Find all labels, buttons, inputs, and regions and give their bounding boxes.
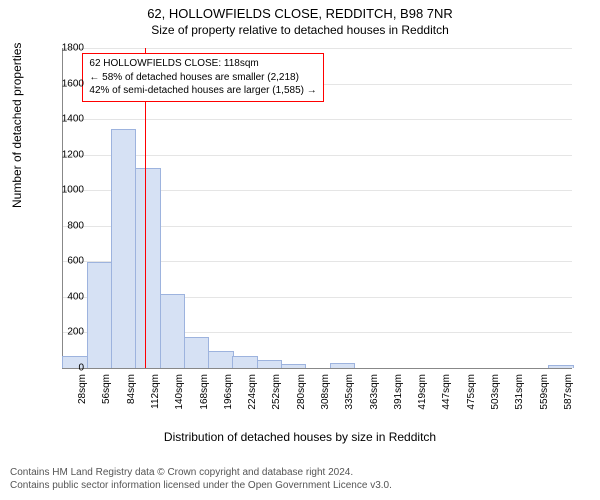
- histogram-bar: [184, 337, 209, 368]
- y-tick-label: 0: [44, 363, 84, 374]
- x-tick-label: 56sqm: [101, 374, 112, 404]
- y-tick-label: 600: [44, 256, 84, 267]
- y-tick-label: 400: [44, 291, 84, 302]
- histogram-bar: [87, 262, 112, 368]
- x-tick-label: 335sqm: [344, 374, 355, 410]
- y-axis-label: Number of detached properties: [10, 43, 24, 208]
- annotation-box: 62 HOLLOWFIELDS CLOSE: 118sqm← 58% of de…: [82, 53, 323, 102]
- histogram-bar: [548, 365, 573, 368]
- grid-line: [62, 155, 572, 156]
- annotation-line: ← 58% of detached houses are smaller (2,…: [89, 71, 316, 85]
- grid-line: [62, 48, 572, 49]
- y-tick-label: 1200: [44, 149, 84, 160]
- x-tick-label: 475sqm: [466, 374, 477, 410]
- x-tick-label: 419sqm: [417, 374, 428, 410]
- x-tick-label: 224sqm: [247, 374, 258, 410]
- y-tick-label: 1600: [44, 78, 84, 89]
- page-title: 62, HOLLOWFIELDS CLOSE, REDDITCH, B98 7N…: [0, 0, 600, 21]
- x-tick-label: 140sqm: [174, 374, 185, 410]
- x-tick-label: 391sqm: [393, 374, 404, 410]
- histogram-bar: [111, 129, 136, 368]
- y-tick-label: 1800: [44, 43, 84, 54]
- histogram-bar: [232, 356, 257, 368]
- x-tick-label: 447sqm: [441, 374, 452, 410]
- y-tick-label: 200: [44, 327, 84, 338]
- footer-line-1: Contains HM Land Registry data © Crown c…: [10, 466, 590, 479]
- annotation-line: 62 HOLLOWFIELDS CLOSE: 118sqm: [89, 57, 316, 71]
- x-axis-line: [62, 368, 572, 369]
- histogram-bar: [330, 363, 355, 368]
- histogram-bar: [281, 364, 306, 368]
- y-tick-label: 1000: [44, 185, 84, 196]
- footer-line-2: Contains public sector information licen…: [10, 479, 590, 492]
- x-tick-label: 503sqm: [490, 374, 501, 410]
- x-tick-label: 196sqm: [223, 374, 234, 410]
- x-tick-label: 280sqm: [296, 374, 307, 410]
- x-axis-title: Distribution of detached houses by size …: [0, 430, 600, 444]
- x-tick-label: 168sqm: [199, 374, 210, 410]
- x-tick-label: 252sqm: [271, 374, 282, 410]
- histogram-bar: [160, 294, 185, 368]
- y-tick-label: 1400: [44, 114, 84, 125]
- x-tick-label: 112sqm: [150, 374, 161, 409]
- y-tick-label: 800: [44, 220, 84, 231]
- histogram-bar: [257, 360, 282, 368]
- histogram-bar: [135, 168, 160, 368]
- page-subtitle: Size of property relative to detached ho…: [0, 21, 600, 37]
- x-tick-label: 308sqm: [320, 374, 331, 410]
- x-tick-label: 363sqm: [369, 374, 380, 410]
- histogram-bar: [208, 351, 233, 368]
- x-tick-label: 84sqm: [126, 374, 137, 404]
- chart-container: 62, HOLLOWFIELDS CLOSE, REDDITCH, B98 7N…: [0, 0, 600, 500]
- chart-area: 62 HOLLOWFIELDS CLOSE: 118sqm← 58% of de…: [62, 48, 572, 368]
- x-tick-label: 587sqm: [563, 374, 574, 410]
- x-tick-label: 559sqm: [539, 374, 550, 410]
- grid-line: [62, 119, 572, 120]
- x-tick-label: 28sqm: [77, 374, 88, 404]
- footer: Contains HM Land Registry data © Crown c…: [10, 466, 590, 492]
- plot: 62 HOLLOWFIELDS CLOSE: 118sqm← 58% of de…: [62, 48, 572, 368]
- x-tick-label: 531sqm: [514, 374, 525, 410]
- annotation-line: 42% of semi-detached houses are larger (…: [89, 84, 316, 98]
- y-axis-line: [62, 48, 63, 368]
